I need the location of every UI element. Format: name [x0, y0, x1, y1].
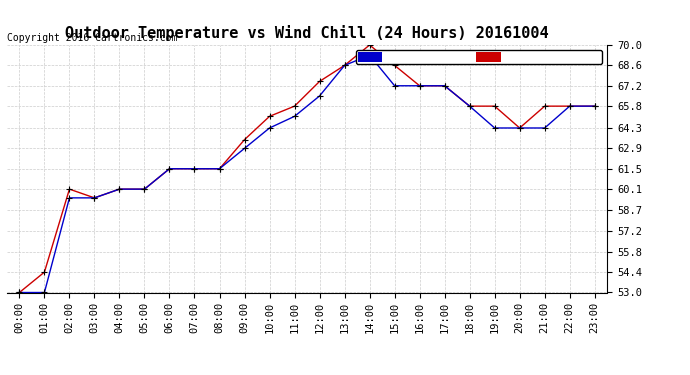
Legend: Wind Chill  (°F), Temperature  (°F): Wind Chill (°F), Temperature (°F): [356, 50, 602, 64]
Title: Outdoor Temperature vs Wind Chill (24 Hours) 20161004: Outdoor Temperature vs Wind Chill (24 Ho…: [66, 25, 549, 41]
Text: Copyright 2016 Cartronics.com: Copyright 2016 Cartronics.com: [7, 33, 177, 42]
